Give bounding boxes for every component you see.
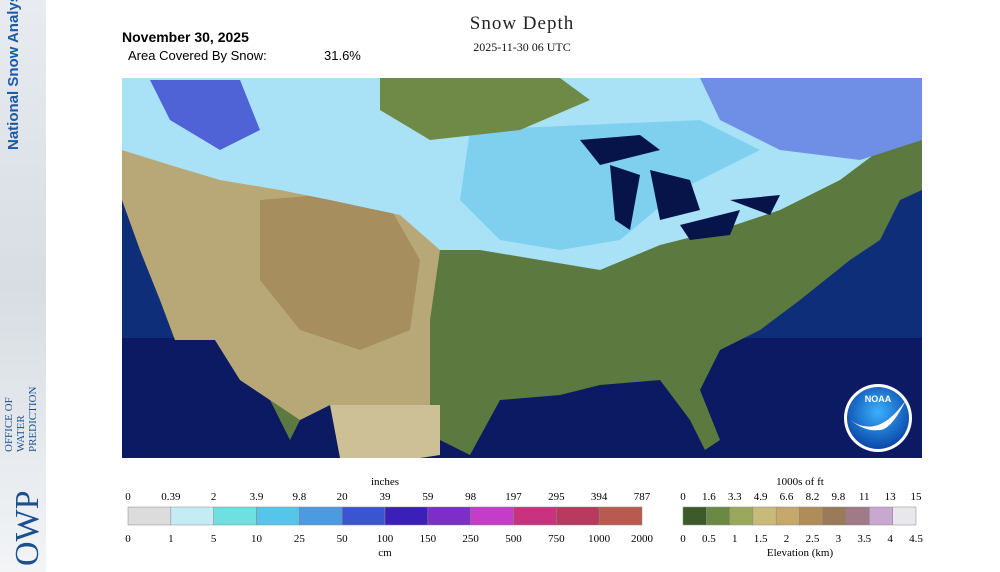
legend-label: 8.2 — [806, 491, 820, 503]
map — [122, 78, 922, 458]
coverage-value: 31.6% — [324, 48, 361, 63]
legend-label: 2.5 — [806, 533, 820, 545]
legend-label: 0 — [125, 491, 131, 503]
legend-swatch — [384, 506, 429, 526]
legend-label: 150 — [420, 533, 437, 545]
legend-swatch — [706, 506, 730, 526]
legend-swatch — [752, 506, 777, 526]
legend-label: 4.5 — [909, 533, 923, 545]
terrain-rockies — [260, 190, 420, 350]
snow-deep — [700, 78, 922, 160]
legend-swatch — [682, 506, 707, 526]
legend-label: 3.5 — [857, 533, 871, 545]
coverage-label: Area Covered By Snow: — [128, 48, 267, 63]
legend-label: 13 — [885, 491, 897, 503]
legend-label: 197 — [505, 491, 522, 503]
elev-top-unit: 1000s of ft — [776, 476, 824, 488]
legend-label: 0 — [125, 533, 131, 545]
snow-top-unit: inches — [371, 476, 399, 488]
logo-bird — [850, 400, 906, 431]
legend-label: 295 — [548, 491, 565, 503]
snow-heavy — [150, 80, 260, 150]
org-name-line: WATER — [15, 415, 27, 452]
legend-swatch — [470, 506, 514, 526]
legend-label: 5 — [211, 533, 217, 545]
legend-label: 3.9 — [250, 491, 264, 503]
legend-label: 2 — [211, 491, 217, 503]
legend-label: 0 — [680, 533, 686, 545]
legend-swatch — [427, 506, 471, 526]
legend-label: 0 — [680, 491, 686, 503]
legend-label: 787 — [634, 491, 651, 503]
legend-swatch — [822, 506, 847, 526]
legend-label: 15 — [911, 491, 923, 503]
sidebar-title: National Snow Analysis — [5, 0, 22, 150]
legend-swatch — [775, 506, 800, 526]
legend-swatch — [892, 506, 917, 526]
legend-label: 6.6 — [780, 491, 794, 503]
legend-swatch — [513, 506, 557, 526]
legend-label: 50 — [337, 533, 349, 545]
legend-label: 750 — [548, 533, 565, 545]
legend-label: 500 — [505, 533, 522, 545]
legend-label: 250 — [462, 533, 479, 545]
snow-bottom-unit: cm — [378, 547, 392, 559]
legend-label: 4 — [887, 533, 893, 545]
legend-label: 4.9 — [754, 491, 768, 503]
snow-mid — [460, 120, 760, 250]
legend-label: 2 — [784, 533, 790, 545]
legend-label: 25 — [294, 533, 306, 545]
timestamp: 2025-11-30 06 UTC — [473, 40, 571, 54]
legend-label: 100 — [377, 533, 394, 545]
legend-swatch — [869, 506, 893, 526]
date: November 30, 2025 — [122, 29, 249, 45]
legend-label: 1.5 — [754, 533, 768, 545]
legend-label: 394 — [591, 491, 608, 503]
legend-swatch — [299, 506, 343, 526]
logo — [847, 387, 909, 449]
elev-bottom-unit: Elevation (km) — [767, 547, 834, 559]
land-north — [380, 78, 590, 140]
legend-swatch — [799, 506, 824, 526]
org-name-line: OFFICE OF — [3, 397, 15, 452]
legend-label: 3.3 — [728, 491, 742, 503]
org-short: OWP — [9, 490, 46, 566]
legend-swatch — [213, 506, 257, 526]
legend-label: 20 — [337, 491, 349, 503]
legend-label: 1000 — [588, 533, 611, 545]
legend-swatch — [556, 506, 600, 526]
legend-label: 11 — [859, 491, 870, 503]
legend-label: 0.5 — [702, 533, 716, 545]
legend-label: 1 — [168, 533, 174, 545]
legend-swatch — [256, 506, 300, 526]
legend-swatch — [127, 506, 172, 526]
legend-label: 1 — [732, 533, 738, 545]
mexico — [330, 405, 440, 458]
map-title: Snow Depth — [470, 13, 574, 34]
legend-swatch — [598, 506, 643, 526]
legend-swatch — [845, 506, 870, 526]
legend-label: 39 — [380, 491, 392, 503]
legend-label: 9.8 — [831, 491, 845, 503]
legend-swatch — [729, 506, 754, 526]
legend-label: 9.8 — [292, 491, 306, 503]
legend-label: 0.39 — [161, 491, 181, 503]
legend-label: 3 — [836, 533, 842, 545]
legend-label: 98 — [465, 491, 477, 503]
sidebar — [0, 0, 46, 572]
org-name-line: PREDICTION — [27, 387, 39, 452]
great-lakes — [580, 135, 780, 240]
legend-label: 59 — [422, 491, 434, 503]
legend-swatch — [341, 506, 386, 526]
legend-label: 2000 — [631, 533, 654, 545]
legend-label: 1.6 — [702, 491, 716, 503]
legend-label: 10 — [251, 533, 263, 545]
logo-text: NOAA — [865, 394, 892, 404]
legend-swatch — [170, 506, 214, 526]
